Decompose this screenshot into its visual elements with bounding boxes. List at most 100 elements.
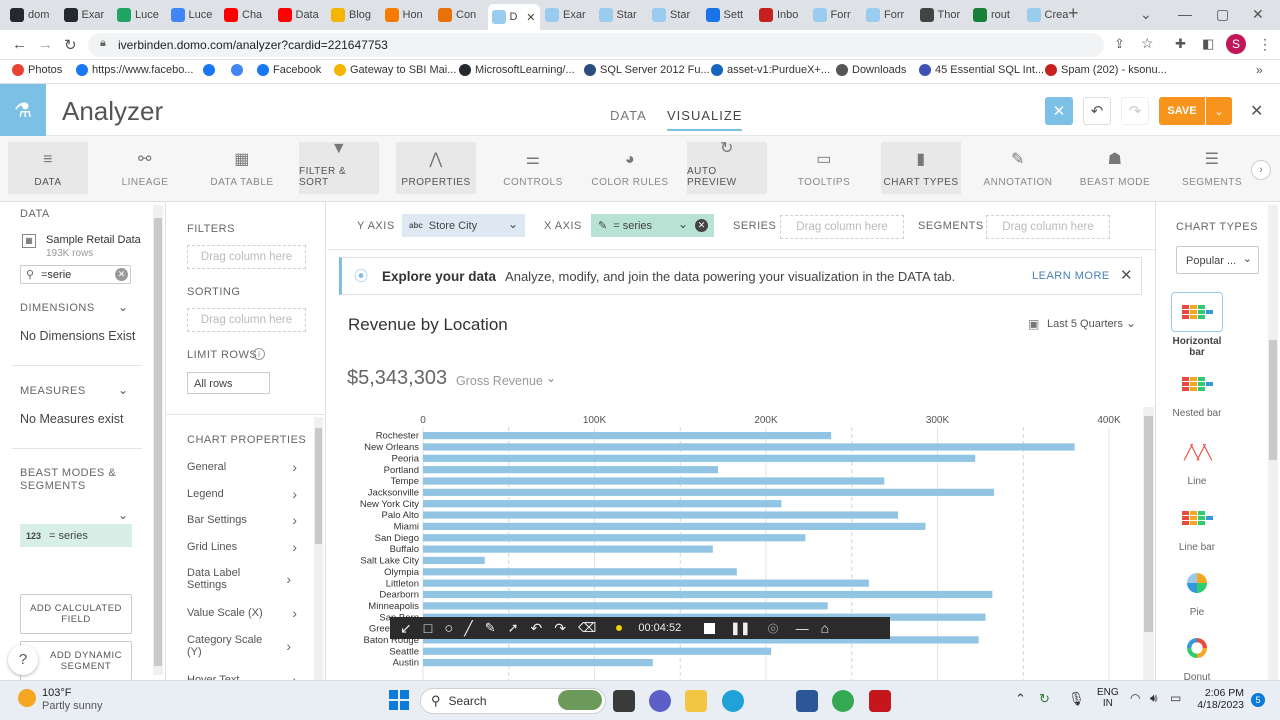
- sorting-drop-zone[interactable]: Drag column here: [187, 308, 306, 332]
- home-icon[interactable]: ⌂: [820, 620, 830, 636]
- right-scrollbar-thumb[interactable]: [1269, 340, 1277, 460]
- y-axis-field[interactable]: abc Store City ⌄: [402, 214, 525, 237]
- extensions-icon[interactable]: ✚: [1175, 36, 1186, 51]
- new-tab-icon[interactable]: +: [1068, 3, 1079, 23]
- summary-label[interactable]: Gross Revenue: [456, 374, 543, 388]
- props-scrollbar[interactable]: [314, 417, 323, 680]
- bookmark-item[interactable]: 45 Essential SQL Int...: [919, 64, 1044, 76]
- bar[interactable]: [423, 443, 1075, 451]
- share-icon[interactable]: ⇪: [1114, 36, 1125, 51]
- pause-icon[interactable]: ❚❚: [730, 621, 751, 635]
- learn-more-link[interactable]: LEARN MORE: [1032, 270, 1110, 282]
- browser-tab[interactable]: Star: [648, 4, 700, 26]
- browser-tab[interactable]: Exar: [541, 4, 593, 26]
- toolbar-button[interactable]: ⚌ CONTROLS: [493, 142, 573, 194]
- bar[interactable]: [423, 454, 976, 462]
- chevron-down-icon[interactable]: ⌄: [507, 217, 518, 231]
- save-dropdown-icon[interactable]: ⌄: [1206, 97, 1232, 125]
- limit-rows-select[interactable]: All rows: [187, 372, 270, 394]
- props-scrollbar-thumb[interactable]: [315, 428, 322, 544]
- teams-icon[interactable]: [649, 690, 671, 712]
- browser-tab[interactable]: Inbo: [755, 4, 807, 26]
- recorder-app-icon[interactable]: [869, 690, 891, 712]
- toolbar-button[interactable]: ⚯ LINEAGE: [105, 142, 185, 194]
- chart-type-option[interactable]: Pie: [1169, 563, 1225, 618]
- star-icon[interactable]: ☆: [1141, 35, 1154, 51]
- url-field[interactable]: 🔒︎ iverbinden.domo.com/analyzer?cardid=2…: [88, 33, 1104, 57]
- bar[interactable]: [423, 522, 926, 530]
- bookmark-item[interactable]: Facebook: [257, 64, 321, 76]
- bookmark-item[interactable]: Gateway to SBI Mai...: [334, 64, 456, 76]
- chart-types-dropdown[interactable]: Popular ... ⌄: [1176, 246, 1259, 274]
- bar[interactable]: [423, 432, 832, 440]
- chart-type-option[interactable]: ╱╲╱╲ Line: [1169, 432, 1225, 488]
- date-range[interactable]: Last 5 Quarters: [1047, 318, 1123, 330]
- bookmark-item[interactable]: https://www.facebo...: [76, 64, 194, 76]
- chart-property-item[interactable]: Category Scale (Y) ›: [187, 634, 291, 658]
- stop-icon[interactable]: [704, 622, 716, 634]
- bar[interactable]: [423, 556, 485, 565]
- close-analyzer-icon[interactable]: ✕: [1250, 103, 1264, 120]
- chart-type-option[interactable]: Donut: [1169, 628, 1225, 683]
- segments-drop-zone[interactable]: Drag column here: [986, 215, 1110, 239]
- sync-icon[interactable]: ↻: [1039, 691, 1050, 706]
- webcam-icon[interactable]: ◎: [767, 620, 779, 635]
- task-view-icon[interactable]: [613, 690, 635, 712]
- browser-tab[interactable]: Thor: [916, 4, 968, 26]
- clock[interactable]: 2:06 PM 4/18/2023: [1196, 687, 1244, 711]
- summary-chevron-icon[interactable]: ⌄: [546, 371, 557, 385]
- more-bookmarks-icon[interactable]: »: [1256, 63, 1263, 77]
- back-icon[interactable]: ←: [12, 36, 27, 53]
- remove-field-icon[interactable]: ✕: [695, 219, 708, 232]
- weather-sun-icon[interactable]: [18, 689, 36, 707]
- browser-tab[interactable]: Hon: [381, 4, 433, 26]
- chart-property-item[interactable]: General ›: [187, 459, 297, 475]
- forward-icon[interactable]: →: [38, 36, 53, 53]
- menu-icon[interactable]: ⋮: [1258, 36, 1272, 52]
- toolbar-button[interactable]: ☰ SEGMENTS: [1172, 142, 1252, 194]
- measures-chevron-icon[interactable]: ⌄: [118, 383, 129, 397]
- bookmark-item[interactable]: [231, 64, 247, 76]
- toolbar-button[interactable]: ✎ ANNOTATION: [978, 142, 1058, 194]
- language-indicator[interactable]: ENG IN: [1097, 687, 1119, 709]
- close-tab-icon[interactable]: ✕: [526, 11, 536, 24]
- toolbar-next-icon[interactable]: ›: [1251, 160, 1271, 180]
- card-title[interactable]: Revenue by Location: [348, 315, 508, 334]
- toolbar-button[interactable]: ▦ DATA TABLE: [202, 142, 282, 194]
- bar[interactable]: [423, 602, 828, 610]
- toolbar-button[interactable]: ▮ CHART TYPES: [881, 142, 961, 194]
- minimize-recorder-icon[interactable]: —: [795, 620, 809, 636]
- bar[interactable]: [423, 477, 885, 485]
- arrow-tool-icon[interactable]: ↙: [400, 619, 412, 636]
- show-hidden-icons[interactable]: ⌃: [1015, 691, 1026, 706]
- browser-tab[interactable]: Cha: [220, 4, 272, 26]
- file-explorer-icon[interactable]: [685, 690, 707, 712]
- browser-tab[interactable]: Luce: [167, 4, 219, 26]
- bar[interactable]: [423, 500, 782, 508]
- volume-icon[interactable]: 🔊︎: [1150, 691, 1158, 705]
- x-axis-field[interactable]: ✎ = series ⌄ ✕: [591, 214, 714, 237]
- reload-icon[interactable]: ↻: [64, 37, 77, 54]
- undo-icon[interactable]: ↶: [1083, 97, 1111, 125]
- info-icon[interactable]: i: [253, 348, 265, 360]
- chart-property-item[interactable]: Legend ›: [187, 486, 297, 502]
- save-button[interactable]: SAVE: [1159, 97, 1205, 125]
- bar[interactable]: [423, 534, 806, 542]
- dimensions-chevron-icon[interactable]: ⌄: [118, 300, 129, 314]
- browser-tab[interactable]: Forr: [809, 4, 861, 26]
- left-scrollbar-thumb[interactable]: [154, 218, 162, 666]
- bar[interactable]: [423, 579, 869, 587]
- dimensions-label[interactable]: DIMENSIONS: [20, 302, 95, 314]
- wifi-icon[interactable]: ◠: [1130, 691, 1141, 705]
- pencil-icon[interactable]: ✎: [598, 220, 608, 232]
- bookmark-item[interactable]: [203, 64, 219, 76]
- toolbar-button[interactable]: ◕ COLOR RULES: [590, 142, 670, 194]
- chart-property-item[interactable]: Bar Settings ›: [187, 512, 297, 528]
- chart-property-item[interactable]: Data Label Settings ›: [187, 567, 291, 591]
- series-drop-zone[interactable]: Drag column here: [780, 215, 904, 239]
- restore-icon[interactable]: ▢: [1216, 6, 1230, 22]
- browser-tab[interactable]: dom: [6, 4, 58, 26]
- tools-icon[interactable]: ✕: [1045, 97, 1073, 125]
- redo-tool-icon[interactable]: ↷: [554, 619, 566, 636]
- toolbar-button[interactable]: ⋀ PROPERTIES: [396, 142, 476, 194]
